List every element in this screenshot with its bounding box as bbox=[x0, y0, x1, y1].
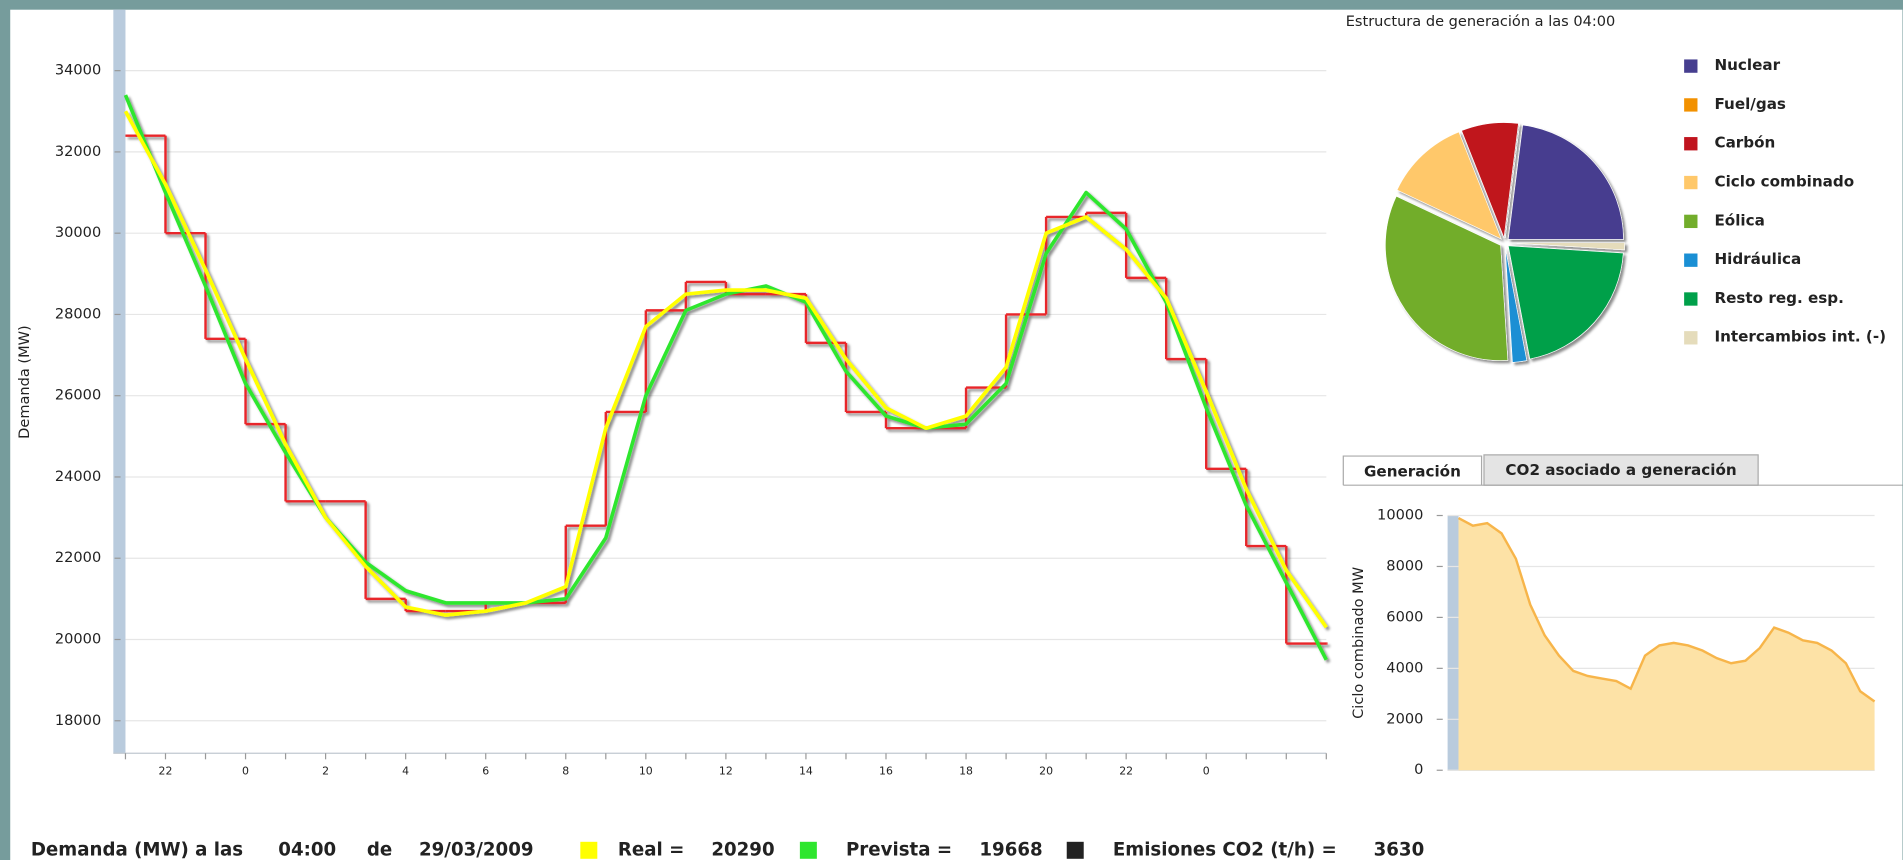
footer-of: de bbox=[367, 839, 392, 860]
legend-swatch bbox=[1066, 841, 1084, 859]
legend-swatch bbox=[1684, 292, 1698, 306]
y-tick-label: 20000 bbox=[55, 630, 101, 647]
x-tick-label: 20 bbox=[1039, 764, 1053, 777]
pie-slice bbox=[1504, 247, 1528, 363]
x-tick-label: 6 bbox=[482, 764, 489, 777]
legend-swatch bbox=[1684, 59, 1698, 73]
tab[interactable] bbox=[1483, 454, 1759, 486]
pie-slice bbox=[1507, 124, 1624, 240]
legend-label: Fuel/gas bbox=[1714, 95, 1786, 113]
x-tick-label: 0 bbox=[242, 764, 249, 777]
legend-swatch bbox=[1684, 331, 1698, 345]
y-axis-title: Demanda (MW) bbox=[16, 325, 33, 439]
x-tick-label: 18 bbox=[959, 764, 973, 777]
y-axis-title: Ciclo combinado MW bbox=[1350, 567, 1367, 719]
y-tick-label: 26000 bbox=[55, 387, 101, 404]
legend-swatch bbox=[1684, 98, 1698, 112]
y-tick-label: 24000 bbox=[55, 468, 101, 485]
plot bbox=[123, 94, 1328, 661]
footer-real: 20290 bbox=[711, 839, 774, 860]
legend-swatch bbox=[1684, 214, 1698, 229]
y-tick-label: 6000 bbox=[1386, 608, 1423, 625]
footer-label: Demanda (MW) a las bbox=[31, 839, 243, 860]
footer-co2-label: Emisiones CO2 (t/h) = bbox=[1113, 839, 1337, 860]
x-tick-label: 10 bbox=[639, 764, 653, 777]
pie-slice bbox=[1504, 123, 1520, 238]
legend-label: Carbón bbox=[1714, 134, 1775, 152]
legend-swatch bbox=[1684, 253, 1698, 267]
y-tick-label: 30000 bbox=[55, 224, 101, 241]
legend-swatch bbox=[1684, 175, 1698, 190]
x-tick-label: 2 bbox=[322, 764, 329, 777]
legend-label: Resto reg. esp. bbox=[1714, 289, 1843, 307]
y-tick-label: 18000 bbox=[55, 712, 101, 729]
y-tick-label: 0 bbox=[1414, 761, 1423, 778]
x-tick-label: 8 bbox=[562, 764, 569, 777]
footer-time: 04:00 bbox=[278, 839, 336, 860]
tab-label[interactable]: Generación bbox=[1364, 462, 1461, 480]
pie bbox=[1385, 122, 1626, 363]
legend-label: Eólica bbox=[1714, 211, 1764, 229]
y-tick-label: 2000 bbox=[1386, 710, 1423, 727]
x-tick-label: 4 bbox=[402, 764, 409, 777]
y-tick-label: 22000 bbox=[55, 549, 101, 566]
pie-slice bbox=[1507, 245, 1624, 360]
footer-date: 29/03/2009 bbox=[419, 839, 534, 860]
area-line bbox=[1457, 516, 1876, 703]
pie-title: Estructura de generación a las 04:00 bbox=[1346, 13, 1616, 30]
y-tick-label: 34000 bbox=[55, 62, 101, 79]
tab[interactable] bbox=[1342, 455, 1483, 486]
x-tick-label: 16 bbox=[879, 764, 893, 777]
x-tick-label: 22 bbox=[159, 764, 173, 777]
tab-label[interactable]: CO2 asociado a generación bbox=[1505, 461, 1736, 479]
x-tick-label: 12 bbox=[719, 764, 733, 777]
pie-slice bbox=[1396, 131, 1502, 240]
legend-label: Nuclear bbox=[1714, 56, 1780, 74]
axis-band bbox=[1447, 515, 1459, 771]
y-tick-label: 32000 bbox=[55, 143, 101, 160]
legend-label: Intercambios int. (-) bbox=[1714, 328, 1886, 346]
axis-band bbox=[113, 9, 126, 754]
pie-slice bbox=[1509, 242, 1626, 251]
legend-swatch bbox=[580, 841, 598, 859]
y-tick-label: 10000 bbox=[1377, 507, 1423, 524]
footer-forecast-label: Prevista = bbox=[846, 839, 952, 860]
footer-co2: 3630 bbox=[1374, 839, 1425, 860]
footer-forecast: 19668 bbox=[979, 839, 1042, 860]
y-tick-label: 4000 bbox=[1386, 659, 1423, 676]
legend-label: Hidráulica bbox=[1714, 250, 1801, 268]
pie-slice bbox=[1385, 195, 1509, 361]
pie-slice bbox=[1461, 122, 1519, 238]
legend-swatch bbox=[799, 841, 817, 859]
x-tick-label: 0 bbox=[1203, 764, 1210, 777]
y-tick-label: 8000 bbox=[1386, 557, 1423, 574]
legend-swatch bbox=[1684, 137, 1698, 151]
footer-real-label: Real = bbox=[618, 839, 684, 860]
x-tick-label: 14 bbox=[799, 764, 813, 777]
x-tick-label: 22 bbox=[1119, 764, 1133, 777]
legend-label: Ciclo combinado bbox=[1714, 172, 1854, 190]
line bbox=[123, 110, 1328, 629]
y-tick-label: 28000 bbox=[55, 305, 101, 322]
